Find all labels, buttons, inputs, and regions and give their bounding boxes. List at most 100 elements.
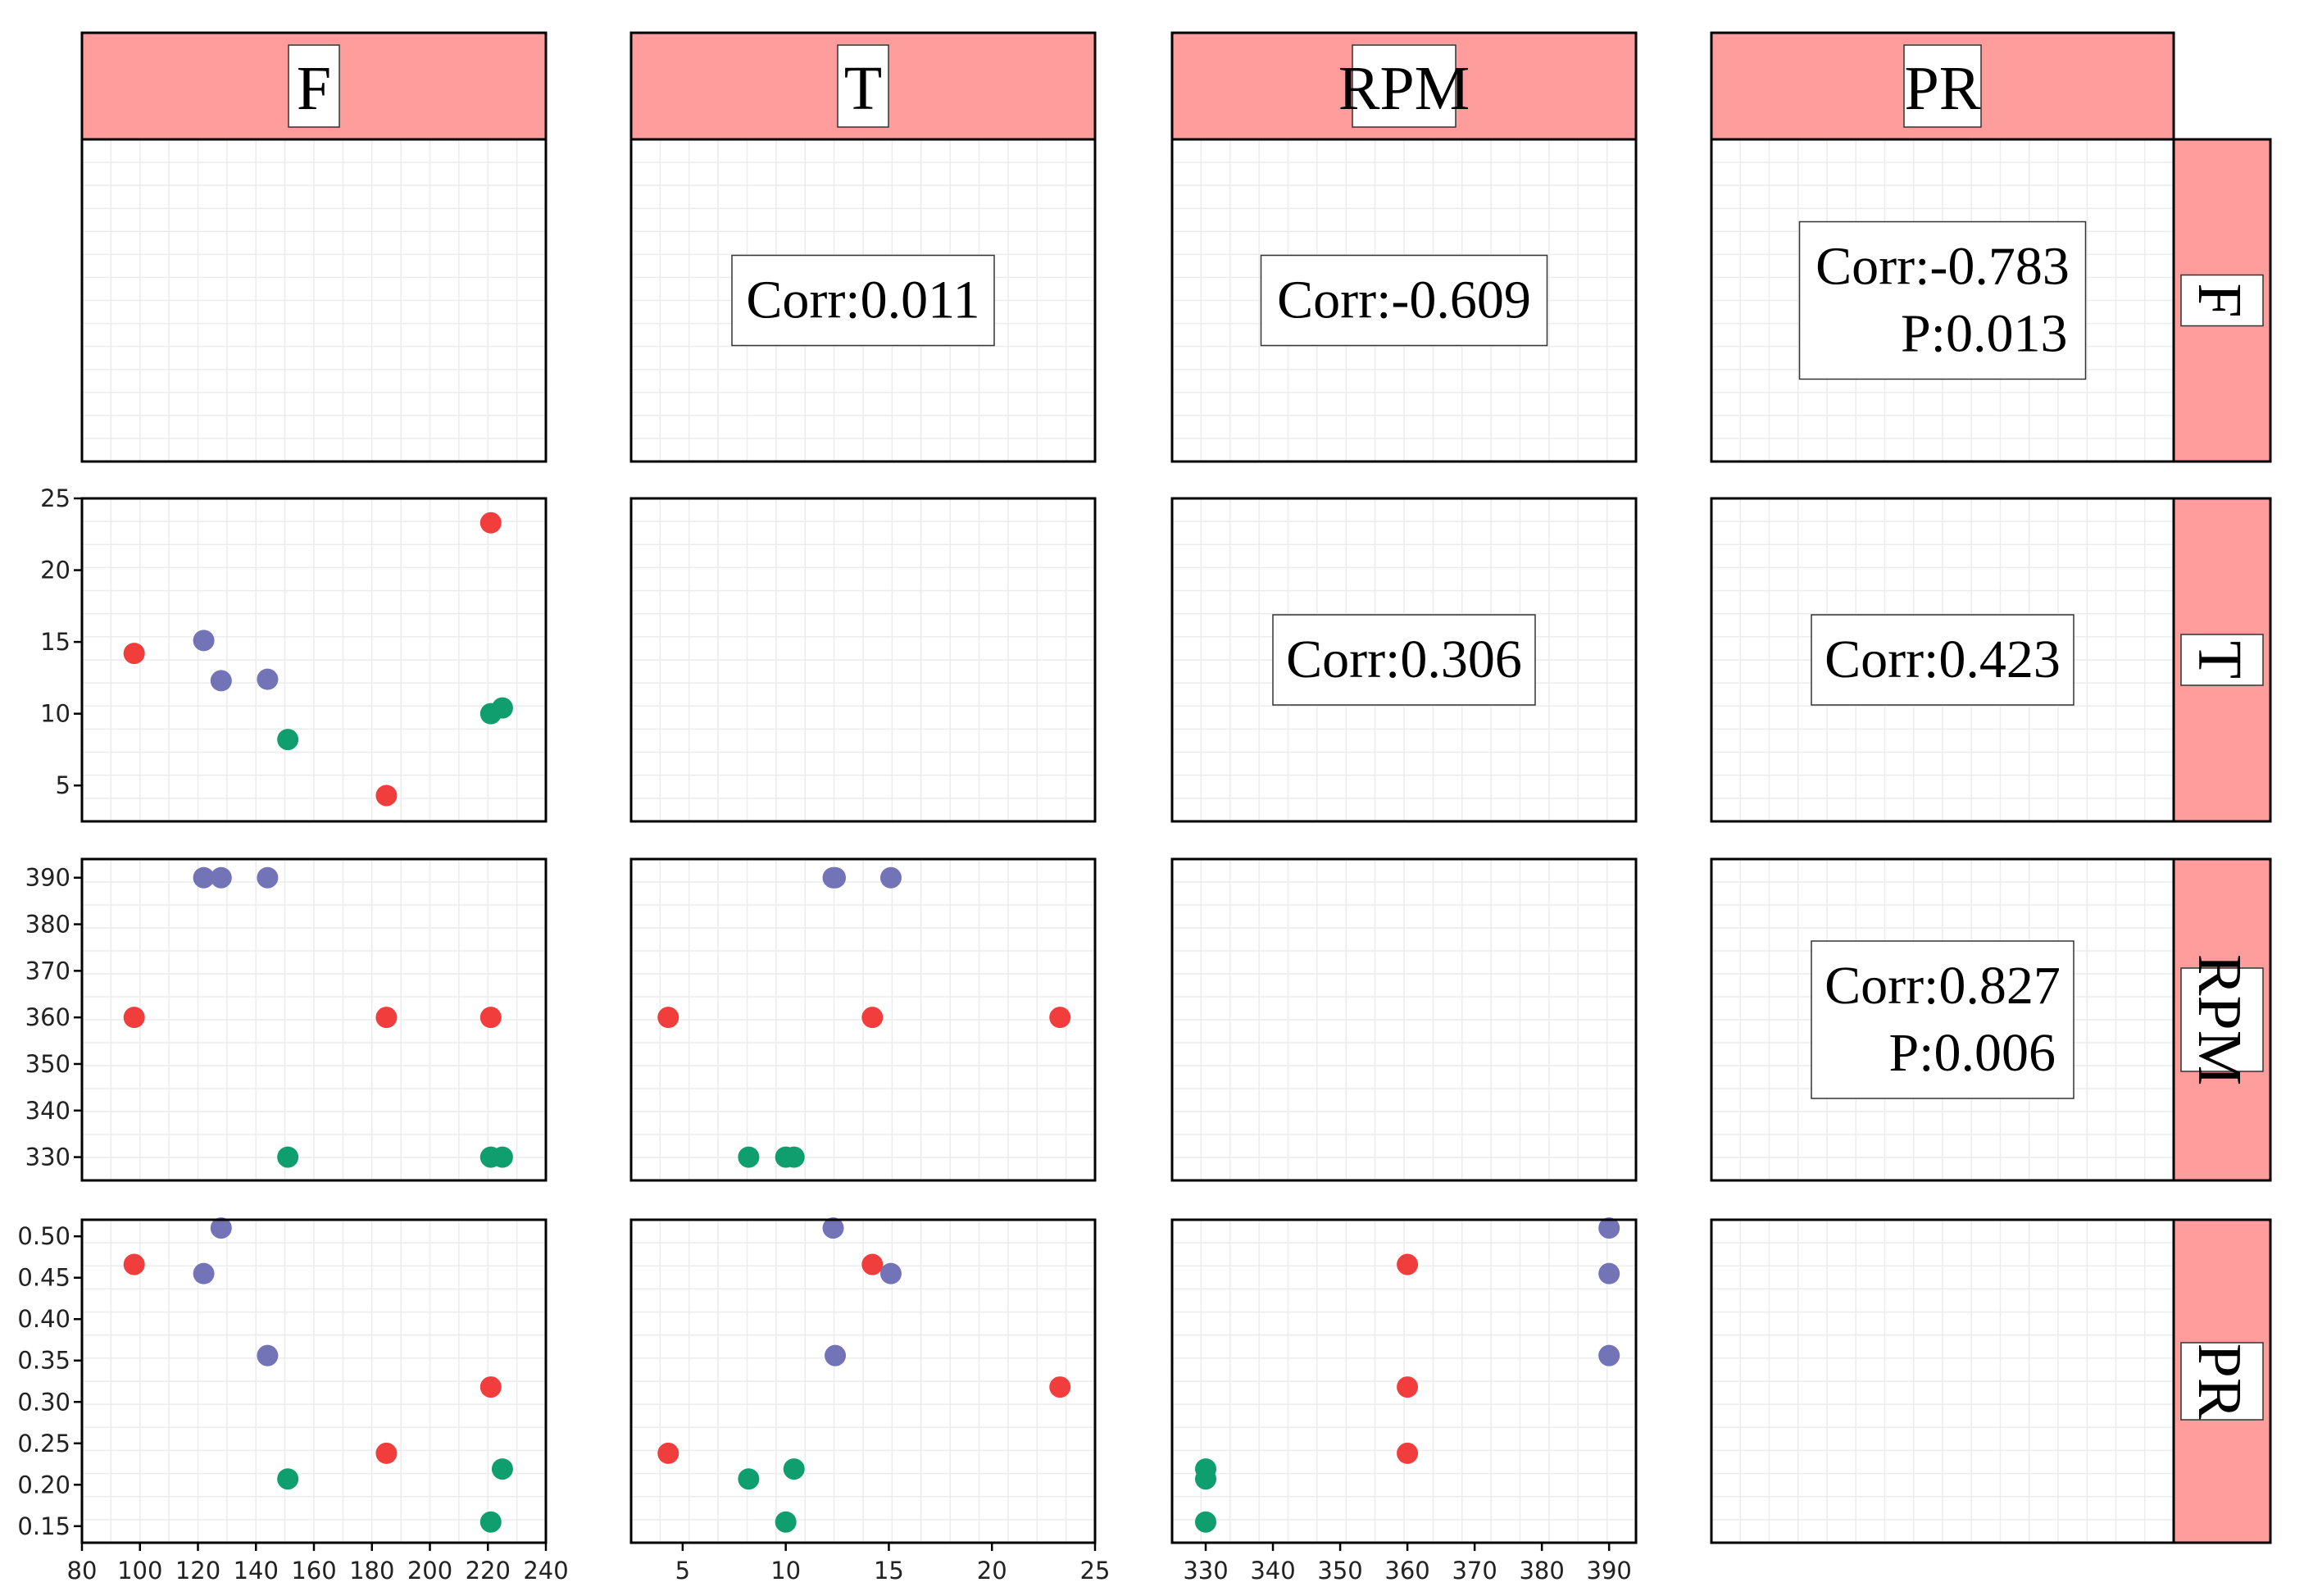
x-tick-label: 80 <box>67 1557 98 1585</box>
x-axis-rpm: 330 340 350 360 370 380 390 <box>1183 1543 1632 1585</box>
correlation-value: Corr:0.827 <box>1825 956 2061 1016</box>
column-strip-label: RPM <box>1338 54 1470 123</box>
y-tick-label: 350 <box>25 1050 70 1078</box>
panel-grid <box>82 139 546 462</box>
y-tick-label: 25 <box>40 484 70 512</box>
row-strip-label: PR <box>2185 1344 2254 1420</box>
panel-rpm-vs-t <box>629 857 1097 1182</box>
x-tick-label: 25 <box>1080 1557 1111 1585</box>
x-tick-label: 220 <box>466 1557 511 1585</box>
x-tick-label: 100 <box>117 1557 162 1585</box>
panel-grid <box>631 859 1095 1180</box>
column-strip-label-box <box>288 44 340 128</box>
x-tick-label: 360 <box>1384 1557 1429 1585</box>
panel-rpm-vs-f <box>80 857 548 1182</box>
x-tick-label: 140 <box>234 1557 279 1585</box>
y-tick-label: 0.45 <box>17 1264 70 1292</box>
x-tick-label: 380 <box>1519 1557 1564 1585</box>
data-point-red <box>1397 1442 1419 1464</box>
panel-grid <box>631 498 1095 821</box>
data-point-red <box>375 784 398 807</box>
data-point-red <box>123 1253 145 1275</box>
data-point-green <box>783 1458 805 1480</box>
panel-frame <box>1710 138 2175 463</box>
p-value: P:0.006 <box>1888 1023 2056 1083</box>
correlation-annotation: Corr:0.011 <box>731 254 995 347</box>
data-point-green <box>277 1146 299 1168</box>
data-point-red <box>1397 1253 1419 1275</box>
data-point-blue <box>257 668 279 690</box>
correlation-box <box>1260 254 1548 347</box>
y-tick-label: 370 <box>25 957 70 984</box>
data-point-red <box>861 1253 884 1275</box>
panel-frame <box>80 857 548 1182</box>
panel-frame <box>80 138 548 463</box>
column-strip-label: T <box>844 54 882 123</box>
panel-frame <box>629 857 1097 1182</box>
data-point-blue <box>879 866 902 889</box>
data-point-blue <box>210 866 232 889</box>
panel-t-vs-t <box>629 497 1097 823</box>
y-tick-label: 0.50 <box>17 1222 70 1250</box>
x-tick-label: 340 <box>1250 1557 1295 1585</box>
data-point-red <box>479 512 502 534</box>
data-point-blue <box>257 866 279 889</box>
correlation-value: Corr:-0.609 <box>1277 271 1531 330</box>
correlation-annotation: Corr:0.306 <box>1272 614 1536 706</box>
panel-grid <box>82 1220 546 1543</box>
row-strip-label-box <box>2180 634 2264 686</box>
correlation-value: Corr:0.011 <box>746 271 979 330</box>
x-tick-label: 20 <box>977 1557 1007 1585</box>
panel-grid <box>82 859 546 1180</box>
data-point-green <box>491 697 513 719</box>
correlation-value: Corr:0.306 <box>1286 630 1522 689</box>
y-tick-label: 340 <box>25 1097 70 1125</box>
correlation-annotation: Corr:-0.783 P:0.013 <box>1798 221 2087 380</box>
y-tick-label: 360 <box>25 1003 70 1031</box>
x-tick-label: 120 <box>175 1557 220 1585</box>
x-axis-t: 5 10 15 20 25 <box>675 1543 1111 1585</box>
y-tick-label: 0.40 <box>17 1305 70 1333</box>
correlation-box <box>1811 614 2075 706</box>
row-strip-label-box <box>2180 1342 2264 1421</box>
column-strip-label: F <box>297 54 331 123</box>
y-axis-pr: 0.15 0.20 0.25 0.30 0.35 0.40 0.45 0.50 <box>17 1222 82 1540</box>
data-point-blue <box>822 1217 844 1239</box>
data-point-blue <box>1598 1344 1620 1366</box>
data-point-red <box>479 1376 502 1398</box>
data-point-green <box>491 1146 513 1168</box>
data-point-green <box>1195 1511 1217 1533</box>
row-strip-label: RPM <box>2185 954 2254 1086</box>
data-point-red <box>1397 1376 1419 1398</box>
data-point-green <box>775 1511 797 1533</box>
scatter-points <box>123 1217 513 1533</box>
correlation-annotation: Corr:-0.609 <box>1260 254 1548 347</box>
y-tick-label: 0.15 <box>17 1512 70 1540</box>
column-strip-rpm: RPM <box>1170 31 1638 141</box>
x-tick-label: 180 <box>349 1557 394 1585</box>
row-strip-t: T <box>2172 497 2272 823</box>
correlation-annotation: Corr:0.423 <box>1811 614 2075 706</box>
x-tick-label: 330 <box>1183 1557 1228 1585</box>
row-strip-f: F <box>2172 138 2272 463</box>
panel-grid <box>1172 1220 1636 1543</box>
panel-frame <box>1710 497 2175 823</box>
panel-rpm-vs-rpm <box>1170 857 1638 1182</box>
scatter-points <box>657 1217 1071 1533</box>
column-strip-pr: PR <box>1710 31 2175 141</box>
x-tick-label: 5 <box>675 1557 690 1585</box>
data-point-blue <box>879 1262 902 1285</box>
data-point-green <box>738 1468 760 1490</box>
panel-grid <box>1711 1220 2174 1543</box>
x-tick-label: 10 <box>770 1557 801 1585</box>
data-point-red <box>123 643 145 665</box>
x-tick-label: 200 <box>407 1557 452 1585</box>
y-tick-label: 15 <box>40 628 70 656</box>
data-point-blue <box>825 866 847 889</box>
column-strip-f: F <box>80 31 548 141</box>
panel-pr-vs-f <box>80 1217 548 1544</box>
panel-rpm-vs-pr <box>1710 857 2175 1182</box>
data-point-green <box>479 1511 502 1533</box>
y-tick-label: 0.25 <box>17 1430 70 1457</box>
